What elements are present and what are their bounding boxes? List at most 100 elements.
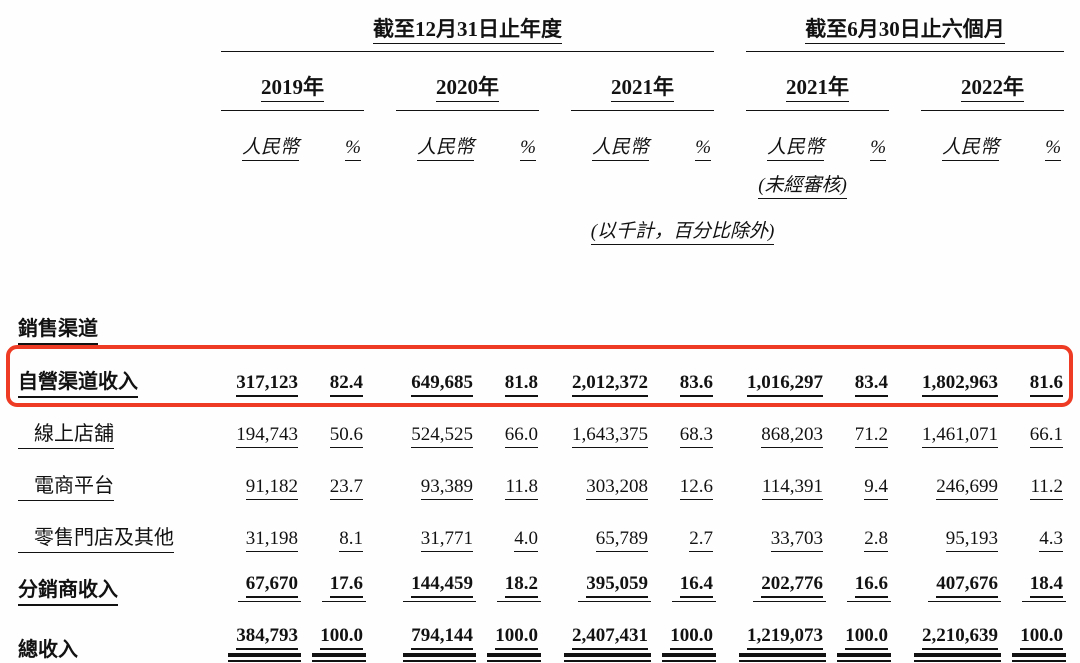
percent-cell: 16.4	[650, 559, 717, 611]
amount-cell: 1,016,297	[715, 351, 825, 403]
cell-value: 68.3	[679, 424, 714, 448]
percent-cell: 16.6	[825, 559, 892, 611]
annual-period-label: 截至12月31日止年度	[373, 17, 563, 44]
amount-cell: 384,793	[190, 611, 301, 663]
percent-cell: 82.4	[300, 351, 365, 403]
currency-label: 人民幣	[591, 137, 649, 161]
amount-cell: 31,771	[365, 507, 475, 559]
cell-value: 31,198	[245, 528, 298, 552]
table-row: 零售門店及其他 31,198 8.1 31,771 4.0 65,789 2.7 33,703…	[15, 507, 1065, 559]
percent-cell: 12.6	[650, 455, 715, 507]
currency-label: 人民幣	[942, 137, 1000, 161]
percent-cell: 66.1	[1000, 403, 1065, 455]
percent-cell: 68.3	[650, 403, 715, 455]
amount-cell: 31,198	[190, 507, 300, 559]
percent-cell: 50.6	[300, 403, 365, 455]
cell-value: 83.6	[679, 372, 714, 397]
cell-value: 1,802,963	[922, 372, 999, 397]
amount-cell: 524,525	[365, 403, 475, 455]
amount-cell: 114,391	[715, 455, 825, 507]
percent-cell: 18.4	[1000, 559, 1067, 611]
amount-cell: 93,389	[365, 455, 475, 507]
cell-value: 2,407,431	[572, 625, 648, 650]
interim-period-label: 截至6月30日止六個月	[805, 17, 1005, 44]
percent-label: %	[870, 137, 887, 161]
cell-value: 50.6	[329, 424, 363, 448]
percent-cell: 2.7	[650, 507, 715, 559]
currency-label: 人民幣	[767, 137, 825, 161]
cell-value: 202,776	[761, 573, 824, 598]
percent-cell: 17.6	[300, 559, 366, 611]
percent-cell: 81.8	[475, 351, 540, 403]
table-row: 自營渠道收入 317,123 82.4 649,685 81.8 2,012,372 83.…	[15, 351, 1065, 403]
cell-value: 65,789	[595, 528, 648, 552]
row-label-cell: 自營渠道收入	[15, 351, 190, 403]
cell-value: 33,703	[770, 528, 824, 552]
cell-value: 31,771	[420, 528, 473, 552]
cell-value: 1,461,071	[922, 424, 999, 448]
table-row: 電商平台 91,182 23.7 93,389 11.8 303,208 12.6 114,3…	[15, 455, 1065, 507]
row-label: 零售門店及其他	[18, 527, 174, 553]
cell-value: 9.4	[864, 476, 889, 500]
year-label: 2021年	[786, 75, 850, 102]
percent-cell: 100.0	[475, 611, 541, 663]
cell-value: 100.0	[845, 625, 889, 650]
year-header-2022-interim: 2022年	[921, 71, 1065, 111]
cell-value: 4.3	[1039, 528, 1064, 552]
percent-cell: 100.0	[825, 611, 892, 663]
row-label-cell: 線上店舖	[15, 403, 190, 455]
cell-value: 524,525	[411, 424, 473, 448]
percent-cell: 100.0	[1000, 611, 1067, 663]
currency-label: 人民幣	[416, 137, 474, 161]
cell-value: 11.8	[505, 476, 538, 500]
row-label: 線上店舖	[18, 423, 114, 449]
cell-value: 649,685	[411, 372, 473, 397]
percent-label: %	[695, 137, 712, 161]
amount-cell: 246,699	[890, 455, 1000, 507]
period-header-row: 截至12月31日止年度 截至6月30日止六個月	[15, 12, 1065, 53]
cell-value: 100.0	[320, 625, 363, 650]
amount-cell: 194,743	[190, 403, 300, 455]
cell-value: 2,012,372	[572, 372, 648, 397]
percent-cell: 100.0	[300, 611, 366, 663]
percent-cell: 9.4	[825, 455, 890, 507]
section-header-row: 銷售渠道	[15, 302, 1065, 351]
row-label: 自營渠道收入	[18, 371, 138, 398]
cell-value: 100.0	[495, 625, 538, 650]
percent-cell: 11.8	[475, 455, 540, 507]
table-body: 自營渠道收入 317,123 82.4 649,685 81.8 2,012,372 83.…	[15, 351, 1067, 663]
year-label: 2020年	[436, 75, 499, 102]
cell-value: 246,699	[936, 476, 999, 500]
units-note: (以千計，百分比除外)	[590, 221, 775, 245]
amount-cell: 868,203	[715, 403, 825, 455]
cell-value: 317,123	[236, 372, 298, 397]
year-label: 2021年	[611, 75, 675, 102]
spacer-row	[15, 244, 1065, 302]
cell-value: 16.6	[854, 573, 889, 598]
cell-value: 384,793	[236, 625, 298, 650]
currency-label: 人民幣	[241, 137, 299, 161]
year-header-2019: 2019年	[221, 71, 364, 111]
revenue-by-channel-table: 截至12月31日止年度 截至6月30日止六個月 2019年 2020年 2021…	[15, 12, 1067, 663]
row-label-cell: 電商平台	[15, 455, 190, 507]
cell-value: 81.8	[504, 372, 538, 397]
amount-cell: 65,789	[540, 507, 650, 559]
cell-value: 395,059	[586, 573, 648, 598]
cell-value: 66.1	[1029, 424, 1064, 448]
cell-value: 11.2	[1030, 476, 1064, 500]
cell-value: 100.0	[670, 625, 714, 650]
percent-cell: 83.4	[825, 351, 890, 403]
year-header-2021-interim: 2021年	[746, 71, 890, 111]
year-header-2020: 2020年	[396, 71, 539, 111]
cell-value: 82.4	[329, 372, 363, 397]
row-label-cell: 零售門店及其他	[15, 507, 190, 559]
percent-cell: 71.2	[825, 403, 890, 455]
amount-cell: 395,059	[540, 559, 651, 611]
amount-cell: 407,676	[890, 559, 1002, 611]
cell-value: 407,676	[936, 573, 999, 598]
amount-cell: 2,012,372	[540, 351, 650, 403]
amount-cell: 2,210,639	[890, 611, 1002, 663]
cell-value: 67,670	[245, 573, 298, 598]
cell-value: 114,391	[761, 476, 824, 500]
